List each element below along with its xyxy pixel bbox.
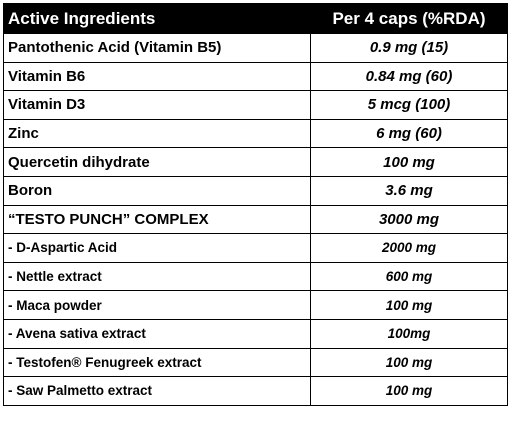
ingredient-row: Boron 3.6 mg <box>3 175 508 206</box>
ingredient-name: - Testofen® Fenugreek extract <box>3 347 311 378</box>
ingredient-amount: 100 mg <box>310 376 508 406</box>
ingredient-row: - D-Aspartic Acid 2000 mg <box>3 233 508 263</box>
ingredient-amount: 100mg <box>310 318 508 349</box>
header-cell: Active Ingredients <box>3 3 311 34</box>
header-cell: Per 4 caps (%RDA) <box>310 3 508 34</box>
ingredient-row: Vitamin D3 5 mcg (100) <box>3 90 508 120</box>
ingredient-amount: 5 mcg (100) <box>310 90 508 120</box>
ingredient-amount: 6 mg (60) <box>310 118 508 149</box>
ingredient-amount: 2000 mg <box>310 233 508 263</box>
ingredient-amount: 100 mg <box>310 147 508 177</box>
ingredient-row: Vitamin B6 0.84 mg (60) <box>3 61 508 92</box>
ingredient-name: “TESTO PUNCH” COMPLEX <box>3 204 311 235</box>
ingredient-name: Vitamin D3 <box>3 90 311 120</box>
ingredient-name: - Avena sativa extract <box>3 318 311 349</box>
table-body: Pantothenic Acid (Vitamin B5) 0.9 mg (15)… <box>3 33 508 406</box>
ingredients-panel: Active Ingredients Per 4 caps (%RDA) Pan… <box>3 3 508 406</box>
ingredients-table: Active Ingredients Per 4 caps (%RDA) Pan… <box>3 3 508 406</box>
ingredient-name: Boron <box>3 175 311 206</box>
ingredient-amount: 600 mg <box>310 261 508 292</box>
ingredient-amount: 100 mg <box>310 290 508 320</box>
ingredient-row: Zinc 6 mg (60) <box>3 118 508 149</box>
ingredient-amount: 0.84 mg (60) <box>310 61 508 92</box>
ingredient-row: Quercetin dihydrate 100 mg <box>3 147 508 177</box>
ingredient-name: Pantothenic Acid (Vitamin B5) <box>3 33 311 63</box>
ingredient-name: - Maca powder <box>3 290 311 320</box>
ingredient-row: - Maca powder 100 mg <box>3 290 508 320</box>
ingredient-row: “TESTO PUNCH” COMPLEX 3000 mg <box>3 204 508 235</box>
ingredient-row: - Avena sativa extract 100mg <box>3 318 508 349</box>
ingredient-amount: 0.9 mg (15) <box>310 33 508 63</box>
ingredient-row: - Saw Palmetto extract 100 mg <box>3 376 508 406</box>
ingredient-name: Quercetin dihydrate <box>3 147 311 177</box>
header-row: Active Ingredients Per 4 caps (%RDA) <box>3 3 508 34</box>
ingredient-amount: 3000 mg <box>310 204 508 235</box>
ingredient-row: Pantothenic Acid (Vitamin B5) 0.9 mg (15) <box>3 33 508 63</box>
ingredient-name: Zinc <box>3 118 311 149</box>
ingredient-name: - Saw Palmetto extract <box>3 376 311 406</box>
ingredient-name: - D-Aspartic Acid <box>3 233 311 263</box>
ingredient-name: Vitamin B6 <box>3 61 311 92</box>
ingredient-name: - Nettle extract <box>3 261 311 292</box>
ingredient-amount: 3.6 mg <box>310 175 508 206</box>
ingredient-row: - Testofen® Fenugreek extract 100 mg <box>3 347 508 378</box>
ingredient-row: - Nettle extract 600 mg <box>3 261 508 292</box>
ingredient-amount: 100 mg <box>310 347 508 378</box>
